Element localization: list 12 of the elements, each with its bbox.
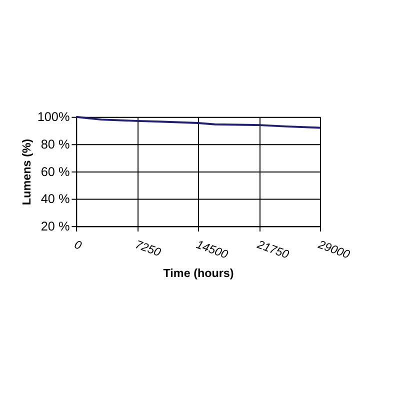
x-tick-label: 21750 [254, 238, 291, 262]
y-tick-label: 20 % [40, 220, 70, 234]
x-tick-label: 0 [72, 238, 84, 253]
x-tick-label: 29000 [316, 238, 352, 262]
x-tick-label: 14500 [194, 238, 230, 262]
y-tick-label: 100% [37, 110, 70, 124]
y-tick-label: 80 % [40, 138, 70, 152]
y-tick-label: 60 % [40, 164, 70, 179]
y-axis-title: Lumens (%) [20, 138, 34, 206]
x-axis-title: Time (hours) [163, 267, 234, 280]
y-tick-label: 40 % [40, 192, 70, 206]
x-tick-label: 7250 [134, 238, 163, 260]
